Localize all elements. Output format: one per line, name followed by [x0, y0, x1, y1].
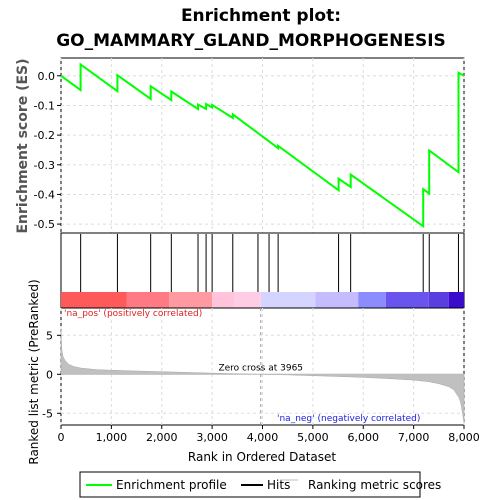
heat-bar-segment-10	[448, 292, 464, 308]
hits-panel	[60, 232, 465, 309]
ranking-heat-bar	[61, 292, 464, 308]
es-y-tick-label-3: -0.3	[34, 159, 55, 172]
rank-y-tick-label-0: 5	[46, 329, 53, 342]
es-y-tick-label-5: -0.5	[34, 218, 55, 231]
heat-bar-segment-9	[428, 292, 449, 308]
heat-bar-segment-4	[234, 292, 261, 308]
ranked-metric-panel: Zero cross at 3965 'na_pos' (positively …	[27, 279, 480, 464]
negative-correlation-label: 'na_neg' (negatively correlated)	[277, 414, 420, 424]
x-tick-label-1: 1,000	[96, 431, 128, 444]
legend-label-ranking: Ranking metric scores	[308, 478, 441, 492]
es-y-axis-label: Enrichment score (ES)	[15, 58, 31, 233]
legend-label-hits: Hits	[267, 478, 290, 492]
x-tick-label-3: 3,000	[196, 431, 228, 444]
es-y-tick-label-1: -0.1	[34, 99, 55, 112]
rank-y-ticks: 5 0 -5	[42, 329, 61, 420]
chart-subtitle: GO_MAMMARY_GLAND_MORPHOGENESIS	[56, 31, 446, 51]
x-tick-label-5: 5,000	[297, 431, 329, 444]
heat-bar-segment-0	[61, 292, 127, 308]
heat-bar-segment-8	[385, 292, 429, 308]
heat-bar-segment-1	[126, 292, 170, 308]
heat-bar-segment-3	[212, 292, 235, 308]
x-tick-label-4: 4,000	[247, 431, 279, 444]
x-axis-label: Rank in Ordered Dataset	[188, 450, 336, 464]
positive-correlation-label: 'na_pos' (positively correlated)	[64, 309, 202, 319]
chart-title: Enrichment plot:	[181, 6, 341, 26]
rank-y-axis-label: Ranked list metric (PreRanked)	[27, 279, 41, 464]
rank-y-tick-label-1: 0	[46, 368, 53, 381]
x-tick-label-8: 8,000	[448, 431, 480, 444]
es-panel: 0.0 -0.1 -0.2 -0.3 -0.4 -0.5 Enrichment score…	[15, 57, 465, 234]
x-tick-label-0: 0	[58, 431, 65, 444]
hit-lines	[80, 234, 459, 292]
x-tick-label-7: 7,000	[398, 431, 430, 444]
heat-bar-segment-2	[169, 292, 213, 308]
es-grid	[60, 58, 465, 233]
heat-bar-segment-5	[260, 292, 316, 308]
ranking-metric-area	[60, 329, 465, 423]
rank-x-ticks: 0 1,000 2,000 3,000 4,000 5,000 6,000 7,000 8,00…	[58, 425, 480, 444]
rank-y-tick-label-2: -5	[42, 407, 53, 420]
es-y-tick-label-4: -0.4	[34, 188, 55, 201]
enrichment-profile-line	[60, 62, 465, 229]
x-tick-label-2: 2,000	[146, 431, 178, 444]
es-y-tick-label-2: -0.2	[34, 129, 55, 142]
x-tick-label-6: 6,000	[348, 431, 380, 444]
es-y-ticks: 0.0 -0.1 -0.2 -0.3 -0.4 -0.5	[34, 70, 61, 231]
heat-bar-segment-7	[358, 292, 386, 308]
heat-bar-segment-6	[315, 292, 359, 308]
legend-label-enrichment: Enrichment profile	[116, 478, 227, 492]
es-y-tick-label-0: 0.0	[38, 70, 56, 83]
legend: Enrichment profile Hits Ranking metric s…	[79, 471, 441, 498]
zero-cross-label: Zero cross at 3965	[218, 363, 303, 373]
